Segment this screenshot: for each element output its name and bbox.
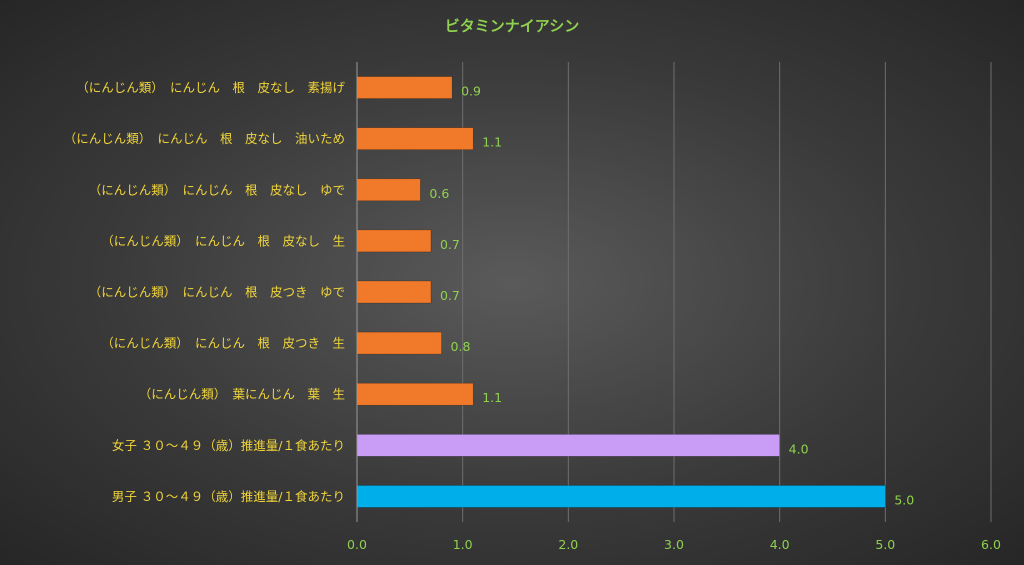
bar: [356, 382, 474, 406]
category-label: 女子 ３０～４９（歳）推進量/１食あたり: [112, 438, 345, 453]
data-label: 1.1: [482, 135, 502, 150]
bar: [356, 76, 453, 99]
data-label: 0.7: [440, 237, 460, 252]
bar: [356, 331, 442, 355]
x-tick-labels: 0.0 1.0 2.0 3.0 4.0 5.0 6.0: [347, 537, 1001, 552]
bar: [356, 280, 432, 304]
x-tick-label: 4.0: [770, 537, 790, 552]
category-label: （にんじん類） にんじん 根 皮つき 生: [101, 336, 345, 351]
x-tick-label: 5.0: [875, 537, 895, 552]
data-label: 1.1: [482, 390, 502, 405]
x-tick-label: 1.0: [453, 537, 473, 552]
bar: [356, 485, 886, 508]
category-label: （にんじん類） にんじん 根 皮なし 油いため: [64, 131, 345, 146]
data-label: 0.7: [440, 288, 460, 303]
bar: [356, 178, 421, 202]
data-label: 5.0: [894, 492, 914, 507]
category-label: （にんじん類） にんじん 根 皮つき ゆで: [89, 285, 345, 300]
x-tick-label: 3.0: [664, 537, 684, 552]
bar: [356, 229, 432, 253]
category-label: （にんじん類） にんじん 根 皮なし ゆで: [89, 182, 345, 197]
bar: [356, 434, 780, 457]
category-label: （にんじん類） にんじん 根 皮なし 生: [101, 233, 345, 248]
x-tick-label: 2.0: [558, 537, 578, 552]
chart-title: ビタミンナイアシン: [445, 17, 579, 35]
category-labels: （にんじん類） にんじん 根 皮なし 素揚げ （にんじん類） にんじん 根 皮なし…: [64, 80, 346, 504]
data-label: 0.8: [451, 339, 471, 354]
category-label: （にんじん類） にんじん 根 皮なし 素揚げ: [76, 80, 345, 95]
data-labels: 0.9 1.1 0.6 0.7 0.7 0.8 1.1 4.0 5.0: [429, 84, 914, 508]
category-label: 男子 ３０～４９（歳）推進量/１食あたり: [112, 489, 345, 504]
data-label: 0.6: [429, 186, 449, 201]
x-tick-label: 0.0: [347, 537, 367, 552]
data-label: 0.9: [461, 84, 481, 99]
category-label: （にんじん類） 葉にんじん 葉 生: [139, 387, 345, 402]
data-label: 4.0: [789, 441, 809, 456]
x-tick-label: 6.0: [981, 537, 1001, 552]
bar: [356, 127, 474, 150]
